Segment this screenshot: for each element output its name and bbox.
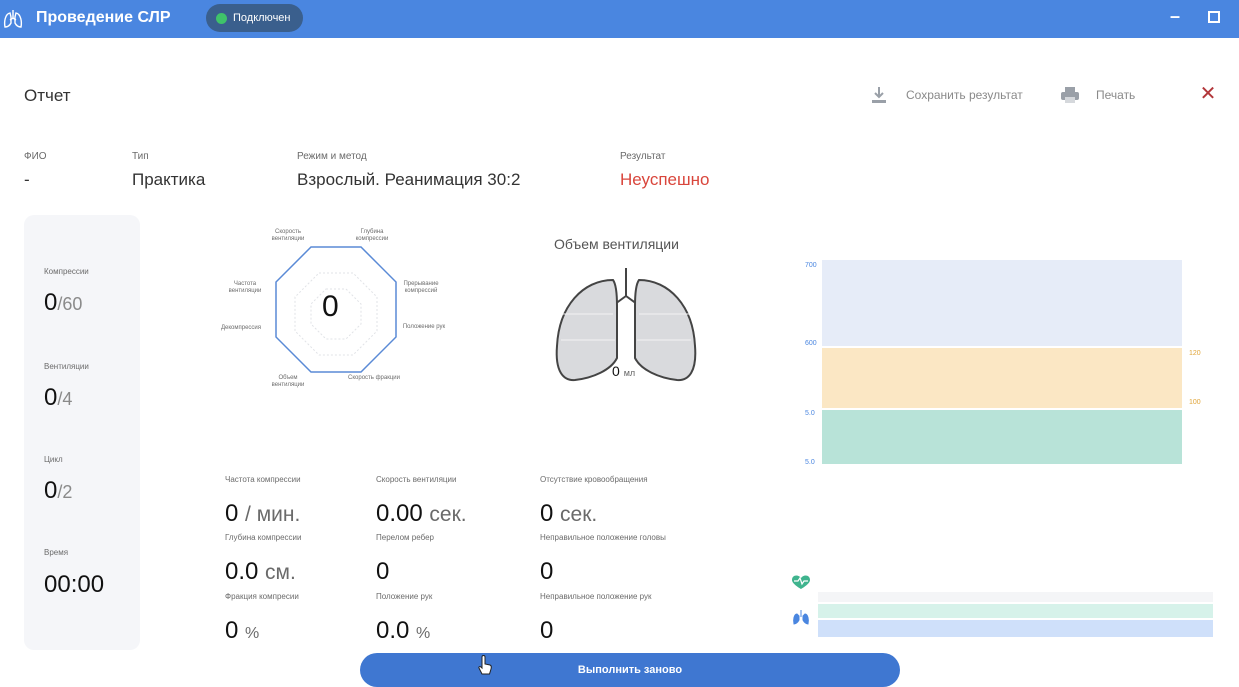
timeline-band-blue	[818, 620, 1213, 637]
minimize-button[interactable]: –	[1170, 6, 1181, 26]
head-position-label: Неправильное положение головы	[540, 533, 666, 542]
cycles-value: 0/2	[44, 477, 73, 504]
cpr-range-chart	[822, 260, 1182, 464]
radar-label-compression-pause: Прерывание компрессий	[403, 281, 439, 294]
printer-icon[interactable]	[1060, 86, 1080, 104]
result-label: Результат	[620, 151, 666, 162]
radar-label-compression-speed: Скорость фракции	[348, 375, 400, 381]
compression-rate-label: Частота компрессии	[225, 475, 301, 484]
ventilation-volume-title: Объем вентиляции	[554, 236, 679, 252]
fio-label: ФИО	[24, 151, 47, 162]
ventilations-value: 0/4	[44, 384, 73, 411]
compression-fraction-label: Фракция компресии	[225, 592, 299, 601]
radar-label-vent-speed: Скорость вентиляции	[271, 229, 305, 242]
band-left-label-3: 5.0	[805, 410, 815, 417]
hand-position-value: 0.0 %	[376, 617, 431, 644]
title-bar: Проведение СЛР Подключен –	[0, 0, 1239, 38]
rib-fracture-value: 0	[376, 558, 390, 585]
radar-grid	[294, 272, 378, 356]
save-result-button[interactable]: Сохранить результат	[906, 88, 1023, 102]
compression-rate-value: 0 / мин.	[225, 500, 301, 527]
report-title: Отчет	[24, 86, 71, 105]
hand-cursor-icon	[478, 655, 492, 675]
connection-status-badge: Подключен	[206, 4, 303, 32]
timeline-band-gray	[818, 592, 1213, 602]
band-green	[822, 410, 1182, 464]
compression-depth-label: Глубина компрессии	[225, 533, 302, 542]
lungs-app-icon	[3, 10, 23, 28]
band-blue	[822, 260, 1182, 346]
band-right-label-2: 100	[1189, 399, 1201, 406]
rib-fracture-label: Перелом ребер	[376, 533, 434, 542]
vent-speed-label: Скорость вентиляции	[376, 475, 457, 484]
radar-center-score: 0	[322, 290, 339, 323]
band-left-label-4: 5.0	[805, 459, 815, 466]
maximize-button[interactable]	[1208, 11, 1220, 23]
print-button[interactable]: Печать	[1096, 88, 1136, 102]
lungs-icon	[555, 268, 697, 382]
status-dot-icon	[216, 12, 227, 24]
connection-status-label: Подключен	[233, 12, 291, 24]
timeline-band-mint	[818, 604, 1213, 618]
result-value: Неуспешно	[620, 170, 710, 189]
type-value: Практика	[132, 170, 206, 189]
ventilations-label: Вентиляции	[44, 362, 89, 371]
hand-position-label: Положение рук	[376, 592, 433, 601]
head-position-value: 0	[540, 558, 554, 585]
session-stats-card: Компрессии 0/60 Вентиляции 0/4 Цикл 0/2 …	[24, 215, 140, 650]
time-label: Время	[44, 548, 69, 557]
lungs-mini-icon	[793, 610, 809, 625]
timeline-chart	[792, 575, 1213, 637]
compression-depth-value: 0.0 см.	[225, 558, 296, 585]
close-report-button[interactable]: ✕	[1199, 83, 1217, 105]
wrong-hands-value: 0	[540, 617, 554, 644]
vent-speed-value: 0.00 сек.	[376, 500, 467, 527]
download-icon[interactable]	[870, 86, 888, 104]
cpr-quality-radar	[275, 246, 397, 373]
redo-button[interactable]: Выполнить заново	[360, 653, 900, 687]
cycles-label: Цикл	[44, 455, 63, 464]
mode-label: Режим и метод	[297, 151, 367, 162]
type-label: Тип	[132, 151, 149, 162]
band-orange	[822, 348, 1182, 408]
radar-label-vent-rate: Частота вентиляции	[228, 281, 262, 294]
band-left-label-2: 600	[805, 340, 817, 347]
wrong-hands-label: Неправильное положение рук	[540, 592, 652, 601]
compression-fraction-value: 0 %	[225, 617, 260, 644]
app-title: Проведение СЛР	[36, 9, 171, 26]
radar-label-hand-position: Положение рук	[402, 324, 446, 330]
radar-label-decompression: Декомпрессия	[220, 325, 262, 331]
radar-label-compression-depth: Глубина компрессии	[355, 229, 389, 242]
no-circulation-label: Отсутствие кровообращения	[540, 475, 648, 484]
band-left-label-1: 700	[805, 262, 817, 269]
compressions-value: 0/60	[44, 289, 83, 316]
radar-label-vent-volume: Объем вентиляции	[271, 375, 305, 388]
no-circulation-value: 0 сек.	[540, 500, 598, 527]
mode-value: Взрослый. Реанимация 30:2	[297, 170, 521, 189]
time-value: 00:00	[44, 571, 105, 598]
heart-pulse-line	[794, 576, 808, 586]
fio-value: -	[24, 170, 30, 189]
radar-outline	[275, 246, 397, 373]
ventilation-volume-value: 0 мл	[612, 363, 636, 379]
compressions-label: Компрессии	[44, 267, 89, 276]
band-right-label-1: 120	[1189, 350, 1201, 357]
